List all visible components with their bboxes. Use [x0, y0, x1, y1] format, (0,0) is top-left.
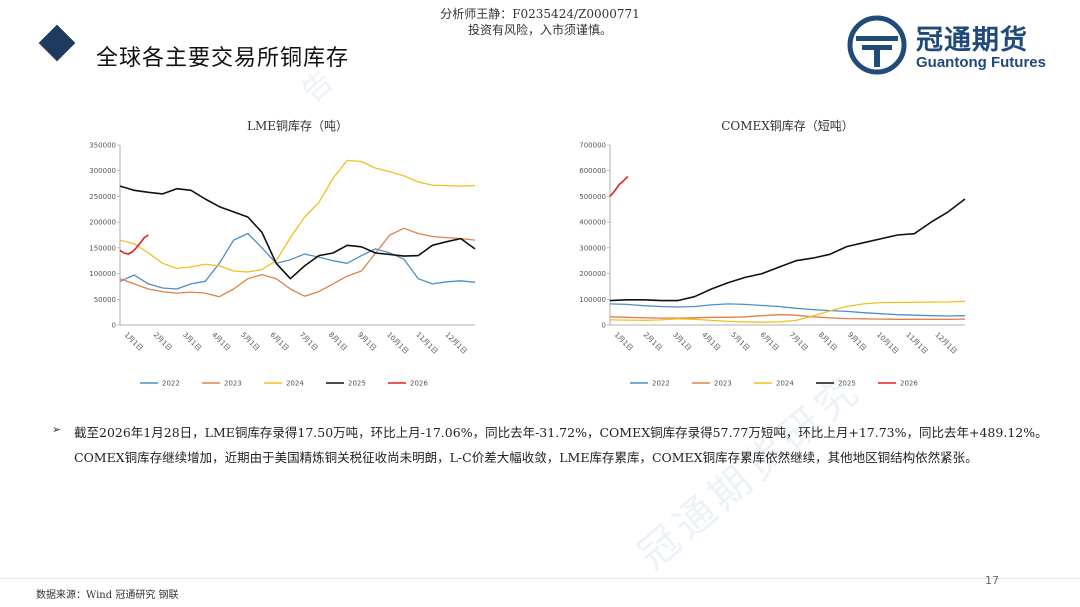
legend-label-2025: 2025: [348, 380, 366, 388]
x-tick-label: 8月1日: [327, 331, 349, 353]
x-tick-label: 3月1日: [671, 331, 693, 353]
series-line-2024: [609, 300, 966, 323]
series-line-2023: [119, 227, 476, 298]
x-tick-label: 10月1日: [875, 331, 900, 356]
summary-text: 截至2026年1月28日，LME铜库存录得17.50万吨，环比上月-17.06%…: [74, 425, 1048, 465]
x-tick-label: 12月1日: [443, 331, 468, 356]
page-title: 全球各主要交易所铜库存: [96, 46, 350, 71]
x-tick-label: 1月1日: [613, 331, 635, 353]
x-tick-label: 6月1日: [758, 331, 780, 353]
legend-label-2022: 2022: [652, 380, 670, 388]
series-line-2025: [609, 198, 966, 302]
x-tick-label: 1月1日: [123, 331, 145, 353]
y-tick-label: 600000: [579, 167, 606, 175]
chart-title: LME铜库存（吨）: [247, 118, 348, 133]
x-tick-label: 4月1日: [210, 331, 232, 353]
series-line-2026: [609, 175, 629, 197]
series-line-2022: [609, 303, 966, 317]
legend-label-2024: 2024: [286, 380, 304, 388]
lme-copper-inventory-chart: LME铜库存（吨） 0 50000 100000 150000 200000 250000 3…: [80, 110, 490, 400]
y-tick-label: 200000: [89, 219, 116, 227]
x-tick-label: 5月1日: [729, 331, 751, 353]
legend-label-2024: 2024: [776, 380, 794, 388]
comex-chart-svg: COMEX铜库存（短吨） 0 100000 200000 300000 400000 500…: [579, 118, 966, 388]
legend-label-2026: 2026: [410, 380, 428, 388]
logo-chinese-name: 冠通期货: [916, 25, 1028, 56]
y-tick-label: 300000: [579, 244, 606, 252]
series-line-2026: [119, 234, 149, 255]
legend-label-2022: 2022: [162, 380, 180, 388]
analyst-line: 分析师王静：F0235424/Z0000771: [440, 7, 640, 21]
x-tick-label: 10月1日: [385, 331, 410, 356]
comex-copper-inventory-chart: COMEX铜库存（短吨） 0 100000 200000 300000 400000 500…: [570, 110, 980, 400]
x-tick-label: 5月1日: [239, 331, 261, 353]
x-tick-label: 7月1日: [298, 331, 320, 353]
legend-label-2026: 2026: [900, 380, 918, 388]
x-tick-label: 12月1日: [933, 331, 958, 356]
x-tick-label: 9月1日: [356, 331, 378, 353]
x-tick-label: 6月1日: [268, 331, 290, 353]
series-line-2023: [609, 314, 966, 320]
company-logo: 冠通期货 Guantong Futures: [846, 12, 1066, 76]
y-tick-label: 50000: [94, 296, 116, 304]
y-tick-label: 300000: [89, 167, 116, 175]
series-line-2024: [119, 159, 476, 273]
page-number: 17: [985, 574, 999, 587]
y-tick-label: 500000: [579, 193, 606, 201]
x-tick-label: 2月1日: [642, 331, 664, 353]
series-line-2025: [119, 185, 476, 280]
x-tick-label: 3月1日: [181, 331, 203, 353]
logo-english-name: Guantong Futures: [916, 54, 1046, 71]
legend-label-2025: 2025: [838, 380, 856, 388]
x-tick-label: 11月1日: [904, 331, 929, 356]
chart-title: COMEX铜库存（短吨）: [721, 118, 854, 133]
x-tick-label: 9月1日: [846, 331, 868, 353]
y-tick-label: 0: [602, 322, 606, 330]
x-tick-label: 4月1日: [700, 331, 722, 353]
title-diamond-icon: [38, 24, 76, 62]
data-source: 数据来源：Wind 冠通研究 钢联: [36, 590, 179, 601]
legend-label-2023: 2023: [714, 380, 732, 388]
y-tick-label: 250000: [89, 193, 116, 201]
y-tick-label: 200000: [579, 270, 606, 278]
risk-warning: 投资有风险，入市须谨慎。: [467, 23, 612, 37]
footer-divider: [0, 578, 1080, 579]
y-tick-label: 150000: [89, 244, 116, 252]
series-line-2022: [119, 232, 476, 290]
y-tick-label: 100000: [579, 296, 606, 304]
y-tick-label: 100000: [89, 270, 116, 278]
y-tick-label: 0: [112, 322, 116, 330]
logo-mark-icon: [847, 15, 907, 75]
analyst-info: 分析师王静：F0235424/Z0000771 投资有风险，入市须谨慎。: [360, 6, 720, 38]
x-tick-label: 2月1日: [152, 331, 174, 353]
x-tick-label: 8月1日: [817, 331, 839, 353]
y-tick-label: 350000: [89, 142, 116, 150]
x-tick-label: 7月1日: [788, 331, 810, 353]
y-tick-label: 700000: [579, 142, 606, 150]
bullet-arrow-icon: ➢: [52, 423, 62, 436]
x-tick-label: 11月1日: [414, 331, 439, 356]
y-tick-label: 400000: [579, 219, 606, 227]
legend-label-2023: 2023: [224, 380, 242, 388]
lme-chart-svg: LME铜库存（吨） 0 50000 100000 150000 200000 250000 3…: [89, 118, 476, 388]
